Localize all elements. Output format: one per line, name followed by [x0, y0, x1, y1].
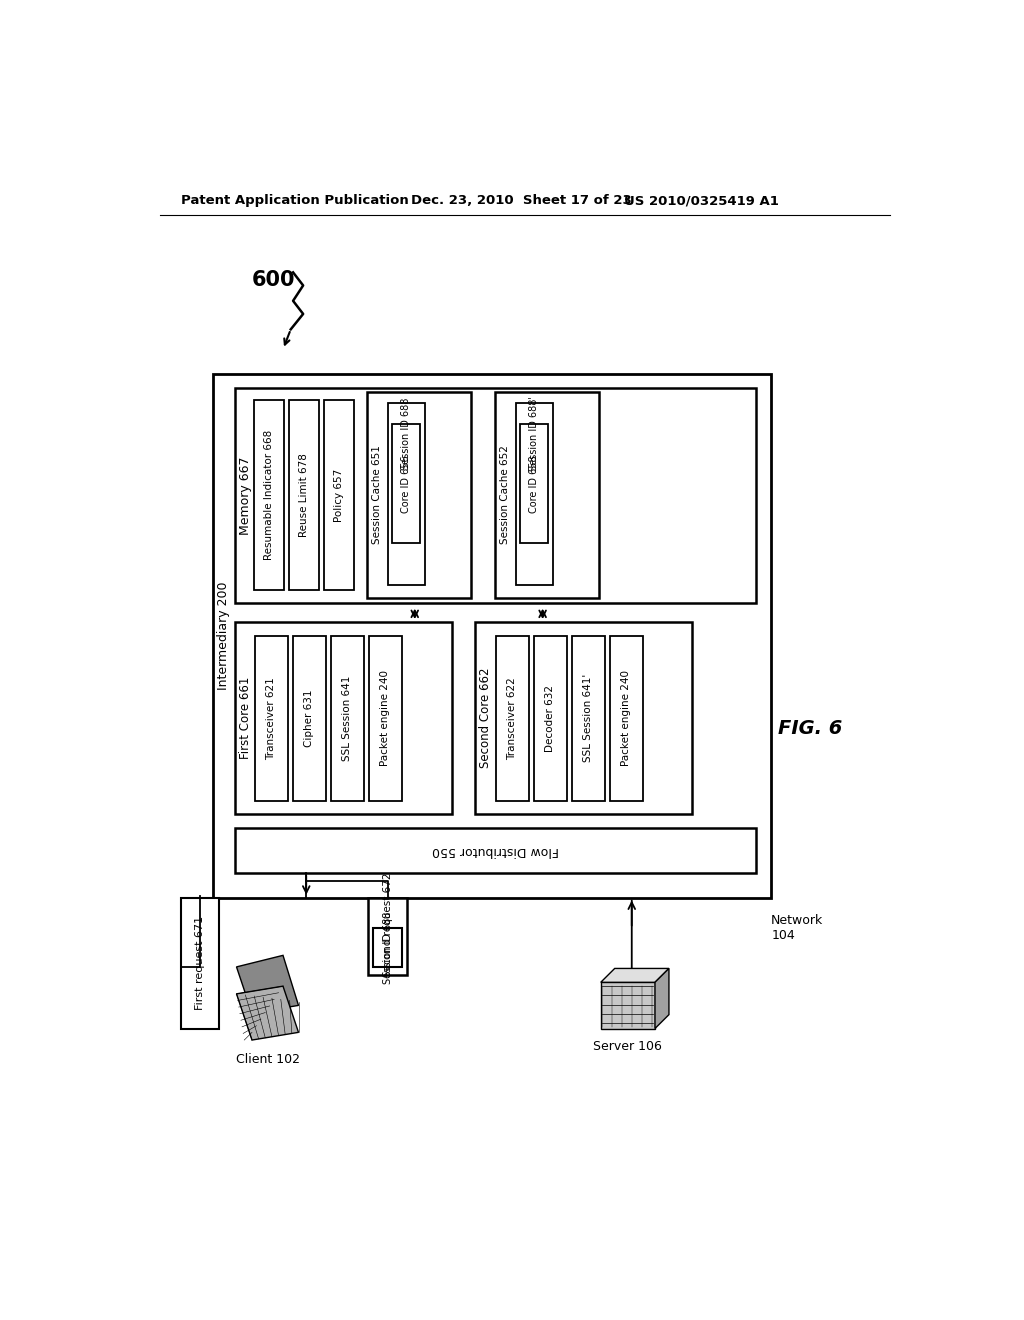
Polygon shape — [601, 982, 655, 1028]
Text: Resumable Indicator 668: Resumable Indicator 668 — [264, 430, 274, 560]
Text: Policy 657: Policy 657 — [334, 469, 344, 521]
Text: SSL Session 641': SSL Session 641' — [584, 675, 593, 763]
FancyBboxPatch shape — [293, 636, 326, 800]
FancyBboxPatch shape — [367, 392, 471, 598]
Text: Packet engine 240: Packet engine 240 — [622, 671, 632, 766]
Text: Intermediary 200: Intermediary 200 — [217, 582, 229, 690]
Text: Server 106: Server 106 — [594, 1040, 663, 1053]
FancyBboxPatch shape — [234, 388, 756, 603]
FancyBboxPatch shape — [373, 928, 402, 966]
Text: Patent Application Publication: Patent Application Publication — [180, 194, 409, 207]
FancyBboxPatch shape — [495, 392, 599, 598]
FancyBboxPatch shape — [254, 400, 284, 590]
FancyBboxPatch shape — [234, 829, 756, 873]
FancyBboxPatch shape — [369, 898, 407, 974]
Text: Session ID 688: Session ID 688 — [401, 397, 412, 470]
Text: Client 102: Client 102 — [236, 1053, 299, 1067]
Text: Core ID 658: Core ID 658 — [529, 455, 539, 512]
Text: Session Cache 652: Session Cache 652 — [500, 445, 510, 544]
Text: Flow Distributor 550: Flow Distributor 550 — [432, 843, 559, 857]
FancyBboxPatch shape — [475, 622, 692, 814]
Text: Session ID 688: Session ID 688 — [383, 912, 392, 983]
FancyBboxPatch shape — [520, 424, 548, 544]
Text: FIG. 6: FIG. 6 — [778, 718, 842, 738]
Text: First request 671: First request 671 — [196, 916, 205, 1010]
Text: Transceiver 621: Transceiver 621 — [266, 677, 276, 759]
FancyBboxPatch shape — [496, 636, 528, 800]
Text: Decoder 632: Decoder 632 — [546, 685, 555, 751]
Text: First Core 661: First Core 661 — [239, 677, 252, 759]
Text: Second Core 662: Second Core 662 — [479, 668, 492, 768]
FancyBboxPatch shape — [255, 636, 288, 800]
FancyBboxPatch shape — [388, 404, 425, 585]
Polygon shape — [601, 969, 669, 982]
FancyBboxPatch shape — [324, 400, 353, 590]
Text: Session Cache 651: Session Cache 651 — [372, 445, 382, 544]
FancyBboxPatch shape — [180, 898, 219, 1028]
FancyBboxPatch shape — [392, 424, 420, 544]
FancyBboxPatch shape — [331, 636, 364, 800]
FancyBboxPatch shape — [610, 636, 643, 800]
FancyBboxPatch shape — [515, 404, 553, 585]
Text: Dec. 23, 2010  Sheet 17 of 23: Dec. 23, 2010 Sheet 17 of 23 — [411, 194, 632, 207]
Text: Reuse Limit 678: Reuse Limit 678 — [299, 453, 309, 537]
Polygon shape — [237, 986, 299, 1040]
FancyBboxPatch shape — [213, 374, 771, 898]
FancyBboxPatch shape — [234, 622, 452, 814]
Text: Cipher 631: Cipher 631 — [304, 689, 314, 747]
FancyBboxPatch shape — [369, 636, 401, 800]
FancyBboxPatch shape — [572, 636, 604, 800]
Text: Core ID 656: Core ID 656 — [401, 455, 412, 512]
Text: 600: 600 — [252, 271, 296, 290]
Text: US 2010/0325419 A1: US 2010/0325419 A1 — [624, 194, 779, 207]
Text: Session ID 688': Session ID 688' — [529, 396, 539, 471]
Text: SSL Session 641: SSL Session 641 — [342, 676, 352, 760]
Text: Packet engine 240: Packet engine 240 — [380, 671, 390, 766]
FancyBboxPatch shape — [535, 636, 566, 800]
Text: Second request 672: Second request 672 — [383, 873, 392, 977]
Polygon shape — [655, 969, 669, 1028]
Polygon shape — [237, 956, 299, 1014]
Text: Memory 667: Memory 667 — [239, 457, 252, 535]
Text: Network
104: Network 104 — [771, 915, 823, 942]
FancyBboxPatch shape — [289, 400, 318, 590]
Text: Transceiver 622: Transceiver 622 — [508, 677, 517, 759]
